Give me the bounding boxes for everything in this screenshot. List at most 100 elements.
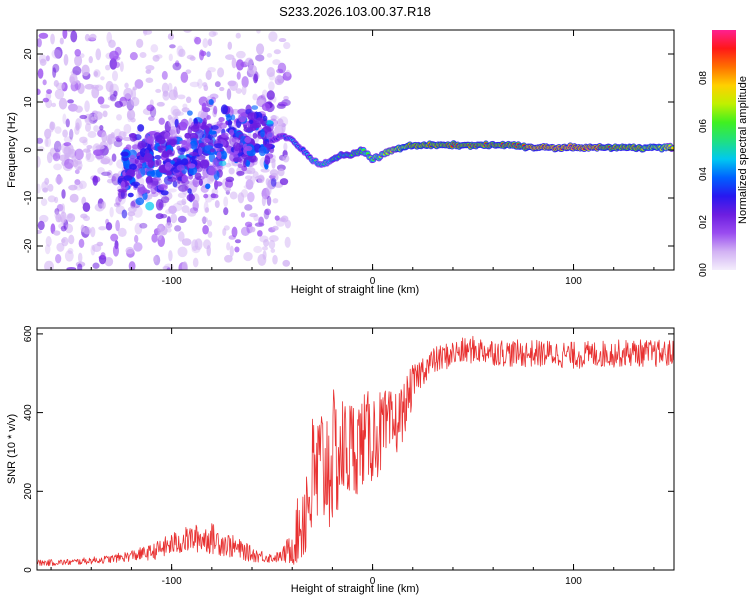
spectrogram-cell bbox=[252, 132, 258, 139]
spectrogram-cell bbox=[234, 239, 241, 244]
spectrogram-cell bbox=[168, 129, 176, 135]
spectrogram-cell bbox=[228, 129, 235, 136]
spectrogram-cell bbox=[278, 38, 287, 43]
spectrogram-cell bbox=[97, 96, 105, 105]
spectrogram-cell bbox=[90, 226, 96, 238]
spectrogram-cell bbox=[129, 163, 137, 170]
spectrogram-cell bbox=[241, 85, 247, 96]
spectrogram-cell bbox=[249, 212, 258, 218]
spectrogram-cell bbox=[38, 54, 47, 64]
spectrogram-cell bbox=[283, 142, 288, 151]
snr-ytick-label: 200 bbox=[23, 483, 34, 500]
spectrogram-cell bbox=[250, 158, 255, 163]
spectrogram-cell bbox=[238, 113, 247, 123]
spectrogram-cell bbox=[52, 152, 61, 162]
spectrogram-cell bbox=[128, 261, 136, 270]
spectrogram-cell bbox=[165, 209, 173, 215]
spectrogram-cell bbox=[69, 128, 74, 140]
spectrogram-cell bbox=[111, 153, 117, 162]
spectrogram-cell bbox=[264, 163, 269, 170]
snr-series-line bbox=[37, 335, 674, 567]
spectrogram-cell bbox=[227, 41, 233, 50]
spectrogram-cell bbox=[127, 192, 134, 198]
spectrogram-cell bbox=[282, 154, 290, 163]
spectrogram-cell bbox=[236, 71, 241, 80]
spectrogram-cell bbox=[223, 225, 230, 231]
spectrogram-cell bbox=[69, 193, 79, 203]
spectrogram-cell bbox=[223, 207, 229, 216]
spectrogram-cell bbox=[260, 129, 265, 138]
spectrogram-cell bbox=[145, 77, 154, 83]
spectrogram-cell bbox=[186, 54, 195, 60]
spectrogram-cell bbox=[201, 137, 211, 143]
spectrogram-cell bbox=[40, 198, 48, 207]
spectrogram-cell bbox=[115, 219, 120, 232]
spectrogram-cell bbox=[203, 84, 209, 91]
spectrogram-blobs bbox=[37, 30, 674, 270]
spectrogram-cell bbox=[180, 71, 189, 83]
spectrogram-cell bbox=[229, 245, 234, 257]
spectrogram-cell bbox=[68, 184, 78, 191]
spectrogram-cell bbox=[276, 103, 286, 109]
spectrogram-cell bbox=[172, 180, 178, 188]
spectrogram-cell bbox=[147, 159, 154, 169]
spectrogram-cell bbox=[203, 193, 209, 199]
spectrogram-cell bbox=[97, 167, 105, 175]
spectrogram-cell bbox=[225, 54, 235, 61]
spectrogram-cell bbox=[134, 79, 144, 89]
spectrogram-cell bbox=[253, 73, 258, 84]
spectrogram-cell bbox=[73, 181, 84, 191]
spectrogram-cell bbox=[251, 105, 259, 110]
spectrogram-cell bbox=[220, 132, 229, 138]
spectrogram-cell bbox=[237, 192, 245, 204]
spectrogram-cell bbox=[60, 225, 67, 232]
spectrogram-cell bbox=[59, 37, 64, 45]
spectrogram-cell bbox=[177, 176, 184, 182]
spectrogram-cell bbox=[279, 178, 289, 186]
spectrogram-cell bbox=[172, 108, 181, 117]
spectrogram-cell bbox=[243, 251, 253, 262]
spectrogram-cell bbox=[105, 64, 111, 71]
spectrogram-cell bbox=[269, 169, 279, 177]
spectrogram-cell bbox=[208, 99, 214, 106]
spectrogram-cell bbox=[174, 111, 185, 116]
spectrogram-cell bbox=[37, 137, 44, 144]
spectrogram-cell bbox=[273, 49, 281, 55]
spectrogram-cell bbox=[263, 208, 270, 220]
spectrogram-cell bbox=[155, 88, 162, 93]
spectrogram-cell bbox=[144, 133, 150, 143]
snr-xtick-label: 100 bbox=[565, 576, 582, 587]
spectrogram-cell bbox=[229, 191, 238, 200]
spectrogram-cell bbox=[115, 196, 121, 206]
spectrogram-cell bbox=[168, 125, 179, 137]
spectrogram-cell bbox=[261, 195, 266, 207]
spectrogram-cell bbox=[244, 57, 254, 66]
spectrogram-cell bbox=[188, 151, 199, 157]
snr-xlabel: Height of straight line (km) bbox=[291, 583, 419, 595]
spectrogram-cell bbox=[170, 213, 178, 224]
spectrogram-cell bbox=[224, 186, 231, 192]
spectrogram-cell bbox=[173, 86, 178, 98]
spectrogram-cell bbox=[220, 104, 229, 115]
spectrogram-cell bbox=[266, 66, 276, 78]
spectrogram-cell bbox=[164, 161, 172, 171]
spectrogram-cell bbox=[255, 117, 264, 125]
spectrogram-cell bbox=[60, 203, 66, 214]
spectrogram-cell bbox=[179, 140, 188, 145]
spectrogram-cell bbox=[230, 114, 236, 121]
spectrogram-cell bbox=[70, 30, 78, 43]
spectrogram-cell bbox=[202, 38, 209, 49]
spectrogram-cell bbox=[272, 254, 278, 265]
spectrogram-cell bbox=[134, 234, 139, 243]
spectrogram-cell bbox=[95, 48, 102, 61]
spectrogram-cell bbox=[181, 198, 187, 206]
spectrogram-cell bbox=[74, 169, 80, 175]
spectrogram-cell bbox=[125, 144, 132, 151]
spectrogram-cell bbox=[78, 180, 87, 190]
spectrogram-cell bbox=[256, 30, 261, 34]
spectrogram-cell bbox=[284, 219, 291, 229]
spectrogram-cell bbox=[134, 222, 143, 235]
spectrogram-cell bbox=[55, 254, 62, 264]
spectrogram-cell bbox=[167, 188, 177, 193]
spectrogram-cell bbox=[79, 136, 88, 144]
